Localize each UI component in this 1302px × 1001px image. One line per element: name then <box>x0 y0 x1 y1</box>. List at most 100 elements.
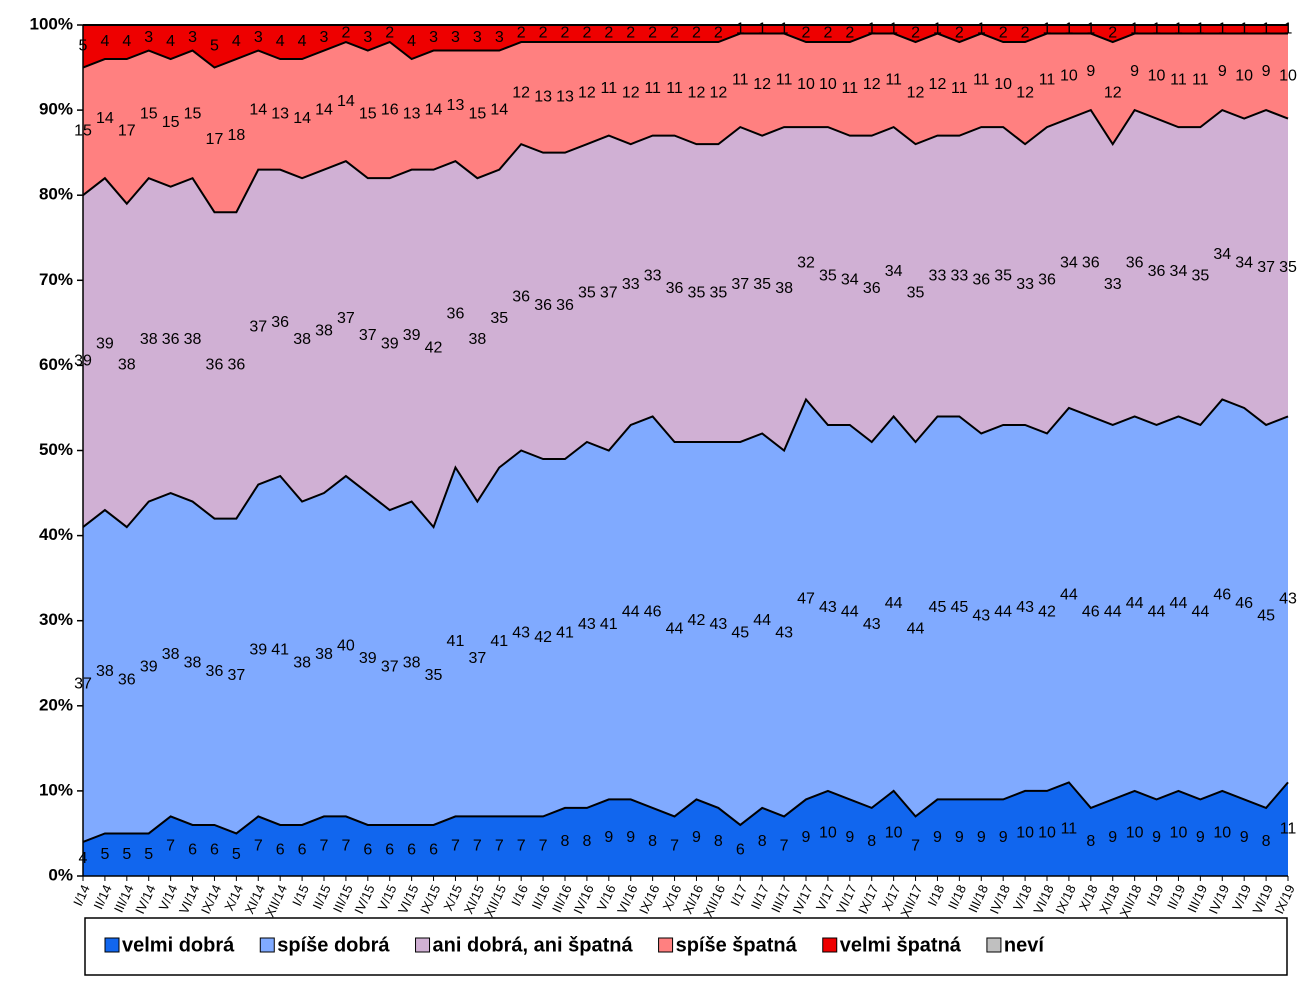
data-label: 2 <box>648 25 657 42</box>
legend-swatch <box>415 937 431 953</box>
data-label: 4 <box>100 33 109 50</box>
y-tick-label: 80% <box>39 185 73 204</box>
y-tick-label: 70% <box>39 270 73 289</box>
legend-swatch <box>658 937 674 953</box>
data-label: 2 <box>1108 25 1117 42</box>
data-label: 45 <box>731 625 749 642</box>
data-label: 1 <box>1174 20 1183 37</box>
data-label: 34 <box>1060 254 1078 271</box>
data-label: 7 <box>166 837 175 854</box>
y-tick-label: 0% <box>48 865 73 884</box>
data-label: 8 <box>1262 833 1271 850</box>
data-label: 1 <box>758 20 767 37</box>
data-label: 15 <box>162 114 180 131</box>
area-edge <box>82 108 1289 214</box>
data-label: 9 <box>1262 63 1271 80</box>
data-label: 38 <box>96 663 114 680</box>
data-label: 13 <box>271 106 289 123</box>
data-label: 10 <box>1170 825 1188 842</box>
data-label: 9 <box>999 829 1008 846</box>
data-label: 36 <box>206 357 224 374</box>
x-tick-label: IV/15 <box>351 882 377 916</box>
data-label: 5 <box>232 846 241 863</box>
legend-swatch <box>986 937 1002 953</box>
data-label: 18 <box>227 127 245 144</box>
data-label: 42 <box>688 612 706 629</box>
data-label: 3 <box>254 29 263 46</box>
data-label: 46 <box>1082 603 1100 620</box>
data-label: 45 <box>1257 608 1275 625</box>
data-label: 6 <box>276 842 285 859</box>
y-tick-label: 30% <box>39 610 73 629</box>
data-label: 2 <box>539 25 548 42</box>
data-label: 6 <box>210 842 219 859</box>
data-label: 6 <box>188 842 197 859</box>
data-label: 11 <box>1061 820 1078 837</box>
legend-label: ani dobrá, ani špatná <box>433 934 634 956</box>
x-tick-label: IX/14 <box>198 882 224 916</box>
data-label: 44 <box>841 603 859 620</box>
data-label: 41 <box>271 642 289 659</box>
data-label: 9 <box>626 829 635 846</box>
data-label: 38 <box>184 331 202 348</box>
data-label: 10 <box>885 825 903 842</box>
data-label: 3 <box>495 29 504 46</box>
legend-label: velmi špatná <box>840 934 962 956</box>
data-label: 5 <box>144 846 153 863</box>
y-tick-label: 50% <box>39 440 73 459</box>
data-label: 8 <box>867 833 876 850</box>
data-label: 8 <box>758 833 767 850</box>
data-label: 2 <box>823 25 832 42</box>
data-label: 11 <box>776 72 793 89</box>
data-label: 10 <box>1235 67 1253 84</box>
data-label: 5 <box>210 37 219 54</box>
data-label: 11 <box>1170 72 1187 89</box>
data-label: 9 <box>1218 63 1227 80</box>
data-label: 14 <box>425 101 443 118</box>
data-label: 2 <box>999 25 1008 42</box>
data-label: 10 <box>1126 825 1144 842</box>
data-label: 33 <box>1104 276 1122 293</box>
data-label: 1 <box>889 20 898 37</box>
data-label: 44 <box>1104 603 1122 620</box>
data-label: 7 <box>670 837 679 854</box>
legend-box <box>84 917 1288 976</box>
legend-label: spíše špatná <box>676 934 798 956</box>
data-label: 37 <box>227 667 245 684</box>
data-label: 35 <box>994 267 1012 284</box>
data-label: 8 <box>582 833 591 850</box>
data-label: 13 <box>534 89 552 106</box>
area <box>83 399 1288 842</box>
data-label: 12 <box>578 84 596 101</box>
legend-label: neví <box>1004 934 1045 956</box>
data-label: 11 <box>601 80 618 97</box>
x-tick-label: IX/15 <box>417 882 443 916</box>
data-label: 7 <box>517 837 526 854</box>
data-label: 37 <box>337 310 355 327</box>
data-label: 11 <box>1192 72 1209 89</box>
data-label: 44 <box>1191 603 1209 620</box>
data-label: 16 <box>381 101 399 118</box>
data-label: 7 <box>254 837 263 854</box>
data-label: 38 <box>293 654 311 671</box>
data-label: 12 <box>1104 84 1122 101</box>
data-label: 1 <box>780 20 789 37</box>
area-edge <box>82 781 1289 843</box>
data-label: 3 <box>188 29 197 46</box>
data-label: 11 <box>973 72 990 89</box>
data-label: 35 <box>709 284 727 301</box>
legend-label: spíše dobrá <box>277 934 390 956</box>
data-label: 38 <box>403 654 421 671</box>
data-label: 36 <box>666 280 684 297</box>
data-label: 12 <box>1016 84 1034 101</box>
data-label: 3 <box>451 29 460 46</box>
data-label: 43 <box>819 599 837 616</box>
data-label: 38 <box>162 646 180 663</box>
data-label: 33 <box>929 267 947 284</box>
data-label: 9 <box>1108 829 1117 846</box>
data-label: 8 <box>1086 833 1095 850</box>
data-label: 5 <box>100 846 109 863</box>
data-label: 37 <box>1257 259 1275 276</box>
data-label: 11 <box>1280 820 1297 837</box>
data-label: 1 <box>1130 20 1139 37</box>
